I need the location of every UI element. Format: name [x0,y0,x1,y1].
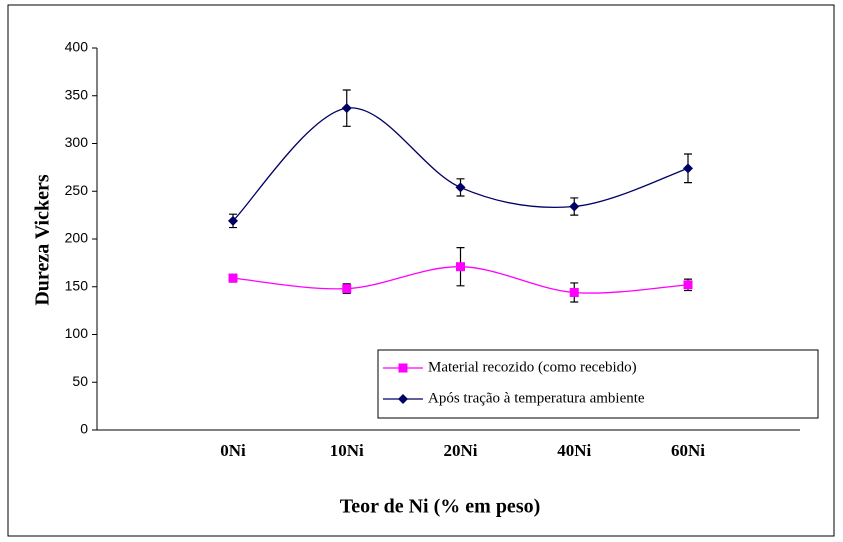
legend-label: Após tração à temperatura ambiente [428,390,645,406]
data-point [683,280,693,290]
x-tick-label: 20Ni [444,441,478,460]
x-tick-label: 40Ni [557,441,591,460]
y-tick-label: 200 [65,230,89,246]
y-tick-label: 400 [65,39,89,55]
chart-frame [7,4,835,537]
y-tick-label: 350 [65,86,89,102]
legend-box [377,349,819,419]
data-point [342,284,352,294]
data-point [341,103,352,114]
series-line [232,107,689,222]
data-point [228,215,238,226]
x-tick-label: 10Ni [330,441,364,460]
legend-marker [398,394,408,404]
y-tick-label: 50 [72,373,88,389]
y-tick-label: 300 [65,134,89,150]
x-tick-label: 0Ni [220,441,246,460]
legend-label: Material recozido (como recebido) [428,359,637,375]
data-point [569,201,580,212]
data-point [228,273,238,283]
x-axis-title: Teor de Ni (% em peso) [340,496,541,518]
x-tick-label: 60Ni [671,441,705,460]
y-tick-label: 150 [65,277,89,293]
y-tick-label: 100 [65,325,89,341]
legend-marker [398,363,408,373]
data-point [455,182,466,193]
data-point [683,163,693,174]
data-point [456,262,465,272]
y-axis-title: Dureza Vickers [32,174,54,305]
y-tick-label: 0 [80,421,88,437]
data-point [569,287,579,297]
y-tick-label: 250 [65,182,89,198]
